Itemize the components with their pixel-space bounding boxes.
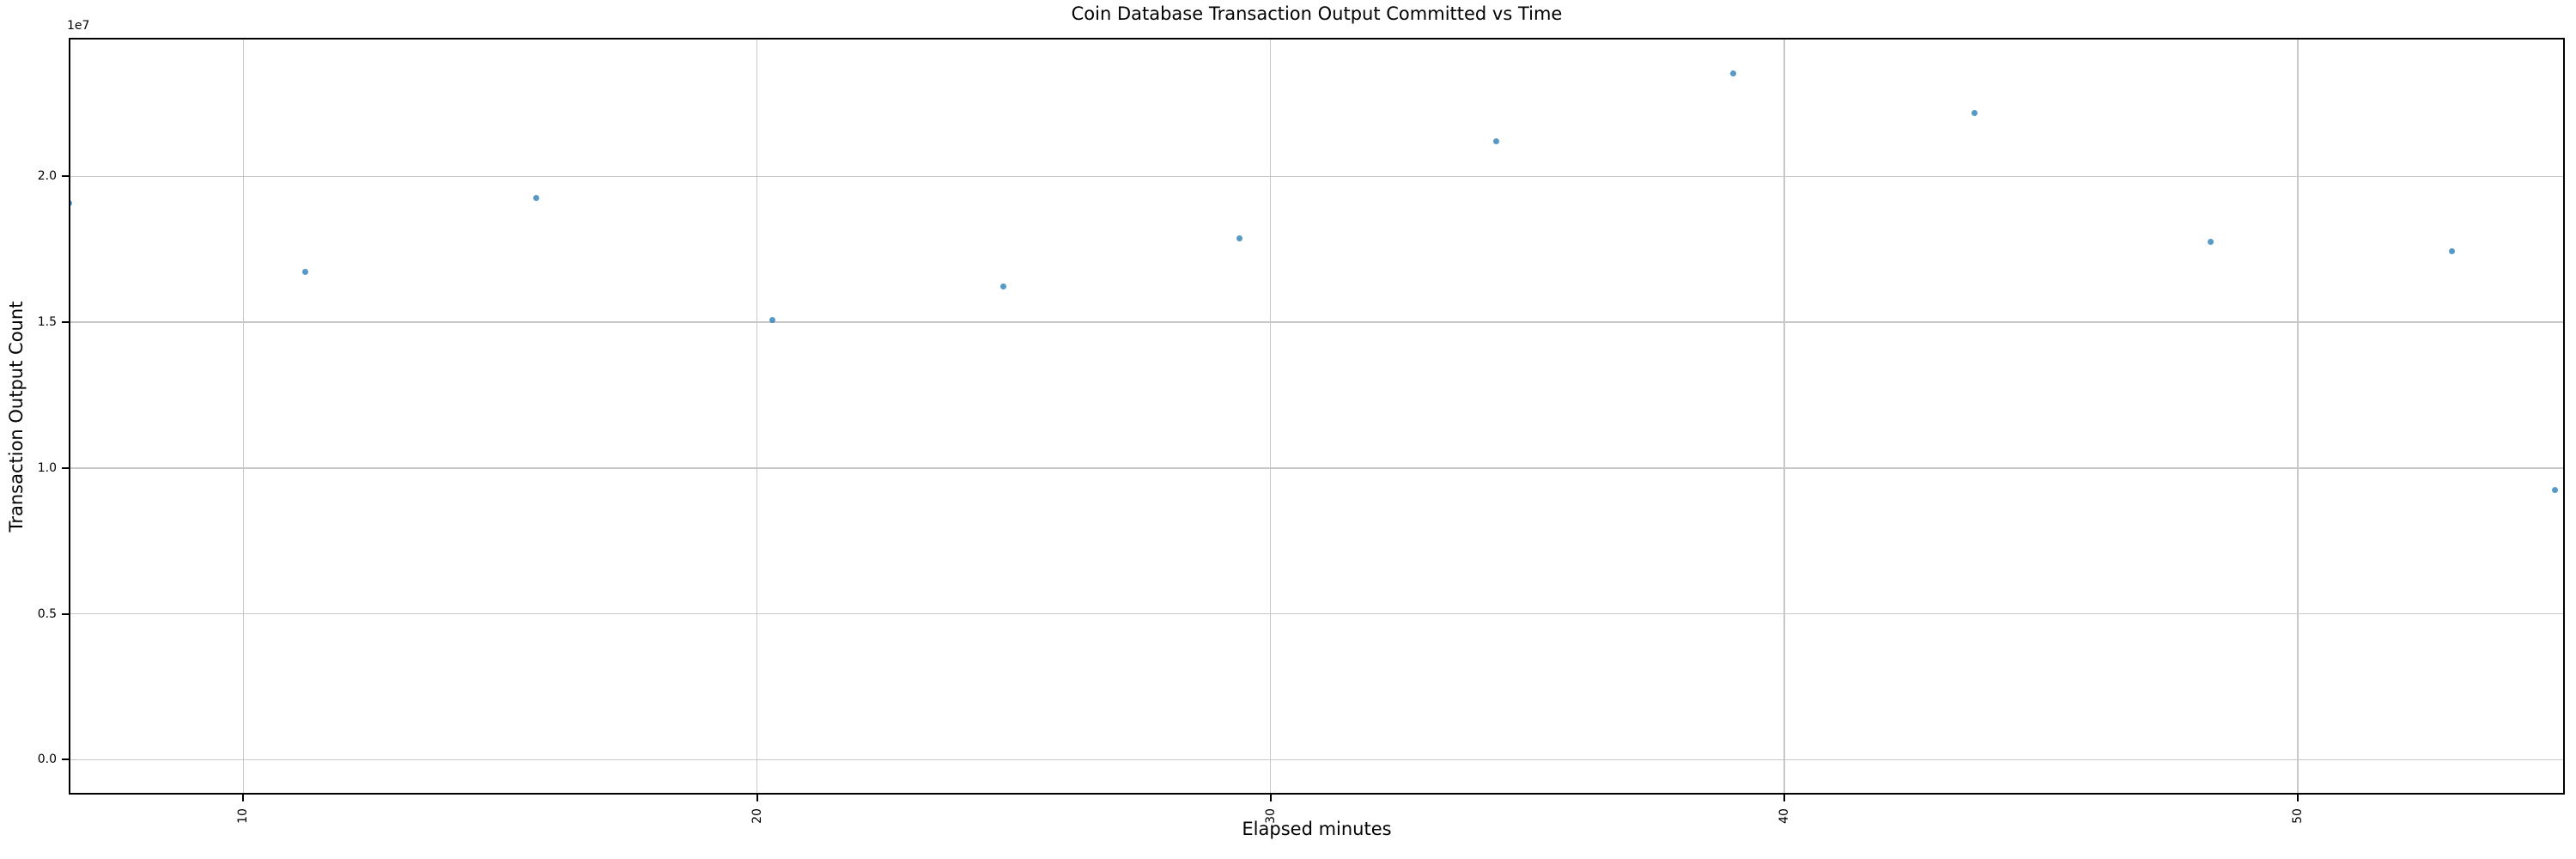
x-tick-mark: [756, 795, 758, 801]
plot-points: [69, 38, 2565, 795]
y-gridline: [69, 321, 2565, 323]
data-point: [1493, 137, 1500, 144]
y-tick-mark: [62, 175, 69, 178]
x-tick-mark: [1269, 795, 1272, 801]
x-gridline: [1269, 38, 1272, 795]
data-point: [769, 317, 775, 324]
x-tick-mark: [1783, 795, 1785, 801]
data-point: [532, 194, 539, 201]
plot-gridlines: [69, 38, 2565, 795]
data-point: [1000, 283, 1007, 290]
y-axis-label: Transaction Output Count: [6, 301, 27, 533]
x-gridline: [2297, 38, 2299, 795]
y-gridline: [69, 175, 2565, 177]
y-tick-mark: [62, 758, 69, 761]
data-point: [301, 269, 308, 276]
y-tick-label: 1.5: [37, 315, 57, 329]
x-gridline: [242, 38, 245, 795]
chart-title: Coin Database Transaction Output Committ…: [1071, 3, 1563, 24]
y-gridline: [69, 467, 2565, 469]
y-gridline: [69, 758, 2565, 760]
data-point: [2551, 487, 2558, 494]
y-axis-offset-text: 1e7: [67, 19, 90, 33]
y-tick-label: 0.5: [37, 606, 57, 621]
x-gridline: [756, 38, 758, 795]
x-axis-label: Elapsed minutes: [1242, 819, 1392, 839]
data-point: [1971, 109, 1978, 116]
data-point: [2207, 239, 2214, 246]
y-gridline: [69, 612, 2565, 615]
data-point: [1236, 235, 1243, 241]
y-tick-label: 0.0: [37, 752, 57, 767]
data-point: [2448, 247, 2455, 254]
data-point: [69, 199, 72, 206]
y-tick-label: 2.0: [37, 169, 57, 184]
y-tick-mark: [62, 612, 69, 615]
x-gridline: [1783, 38, 1785, 795]
x-tick-mark: [2296, 795, 2299, 801]
x-tick-mark: [242, 795, 245, 801]
data-point: [1729, 70, 1736, 76]
y-tick-mark: [62, 466, 69, 469]
y-tick-mark: [62, 321, 69, 323]
y-tick-label: 1.0: [37, 460, 57, 475]
